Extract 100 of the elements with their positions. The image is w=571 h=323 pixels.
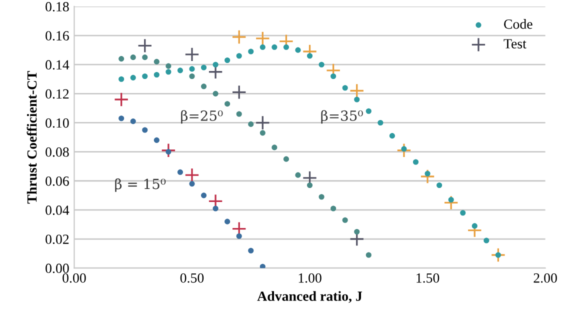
point bbox=[448, 196, 454, 203]
point bbox=[189, 73, 195, 80]
y-tick-label: 0.10 bbox=[46, 118, 69, 128]
point bbox=[118, 116, 124, 122]
annotation: β=25⁰ bbox=[181, 110, 223, 124]
point bbox=[118, 56, 124, 62]
point bbox=[154, 137, 160, 143]
point bbox=[272, 144, 278, 150]
point bbox=[177, 169, 183, 175]
point bbox=[255, 31, 270, 46]
point bbox=[224, 218, 230, 224]
x-tick-label: 0.00 bbox=[62, 273, 86, 283]
point bbox=[130, 54, 136, 60]
point bbox=[330, 73, 336, 80]
x-tick-label: 1.00 bbox=[298, 273, 322, 283]
point bbox=[472, 223, 478, 229]
point bbox=[166, 149, 172, 155]
point bbox=[130, 118, 136, 124]
point bbox=[212, 90, 218, 96]
point bbox=[161, 142, 176, 158]
point bbox=[495, 252, 501, 258]
point bbox=[248, 248, 254, 254]
x-tick-label: 1.50 bbox=[416, 273, 440, 283]
point bbox=[224, 57, 230, 64]
point bbox=[295, 47, 301, 53]
point bbox=[154, 72, 160, 78]
point bbox=[200, 192, 207, 198]
point bbox=[366, 252, 372, 258]
point bbox=[166, 63, 172, 69]
point bbox=[490, 248, 506, 262]
x-axis-title: Advanced ratio, J bbox=[257, 291, 362, 303]
point bbox=[444, 195, 459, 210]
y-tick-label: 0.04 bbox=[46, 206, 70, 215]
point bbox=[260, 44, 266, 50]
point bbox=[130, 74, 136, 80]
x-tick-label: 0.50 bbox=[180, 273, 204, 283]
x-tick-label: 2.00 bbox=[534, 273, 557, 283]
point bbox=[184, 168, 200, 182]
point bbox=[306, 182, 313, 188]
point bbox=[212, 206, 218, 212]
y-tick-label: 0.06 bbox=[46, 176, 69, 186]
point bbox=[342, 85, 348, 91]
point bbox=[389, 133, 395, 139]
y-tick-label: 0.08 bbox=[46, 147, 69, 157]
point bbox=[177, 68, 183, 74]
annotation: β=35⁰ bbox=[321, 110, 363, 124]
point bbox=[295, 172, 301, 178]
y-axis-title: Thrust Coefficient-CT bbox=[26, 70, 37, 204]
point bbox=[342, 217, 348, 223]
y-tick-label: 0.18 bbox=[46, 2, 69, 12]
point bbox=[200, 84, 207, 90]
y-tick-label: 0.02 bbox=[46, 234, 69, 244]
point bbox=[366, 108, 372, 114]
point bbox=[236, 111, 242, 117]
point bbox=[142, 127, 148, 133]
annotation: β = 15⁰ bbox=[115, 178, 166, 192]
point bbox=[272, 44, 278, 50]
y-tick-label: 0.14 bbox=[46, 60, 70, 70]
point bbox=[401, 146, 407, 152]
point bbox=[283, 156, 289, 162]
point bbox=[412, 159, 419, 165]
point bbox=[260, 130, 266, 136]
point bbox=[318, 194, 324, 200]
point bbox=[484, 238, 490, 244]
point bbox=[354, 228, 360, 235]
point bbox=[460, 210, 466, 216]
point bbox=[436, 182, 442, 188]
legend-label: Code bbox=[504, 19, 532, 29]
y-tick-label: 0.16 bbox=[46, 31, 69, 41]
point bbox=[118, 76, 124, 82]
y-tick-label: 0.00 bbox=[46, 264, 69, 274]
point bbox=[420, 169, 435, 184]
point bbox=[232, 84, 247, 100]
point bbox=[318, 62, 324, 68]
legend-label: Test bbox=[504, 39, 526, 48]
y-tick-label: 0.12 bbox=[46, 89, 69, 99]
point bbox=[166, 69, 172, 75]
point bbox=[154, 58, 160, 64]
point bbox=[200, 64, 207, 70]
point bbox=[236, 233, 242, 239]
point bbox=[283, 44, 289, 50]
point bbox=[248, 121, 254, 127]
point bbox=[189, 181, 195, 187]
point bbox=[184, 47, 200, 62]
point bbox=[330, 206, 336, 212]
point bbox=[248, 48, 254, 54]
point bbox=[306, 53, 313, 59]
point bbox=[142, 54, 148, 60]
point bbox=[137, 38, 152, 54]
point bbox=[224, 101, 230, 107]
point bbox=[189, 66, 195, 72]
point bbox=[424, 170, 430, 176]
point bbox=[396, 142, 412, 158]
point bbox=[255, 115, 270, 130]
point bbox=[349, 83, 364, 98]
point bbox=[232, 30, 247, 44]
point bbox=[212, 62, 218, 68]
point bbox=[236, 53, 242, 59]
point bbox=[378, 120, 384, 126]
point bbox=[142, 73, 148, 80]
